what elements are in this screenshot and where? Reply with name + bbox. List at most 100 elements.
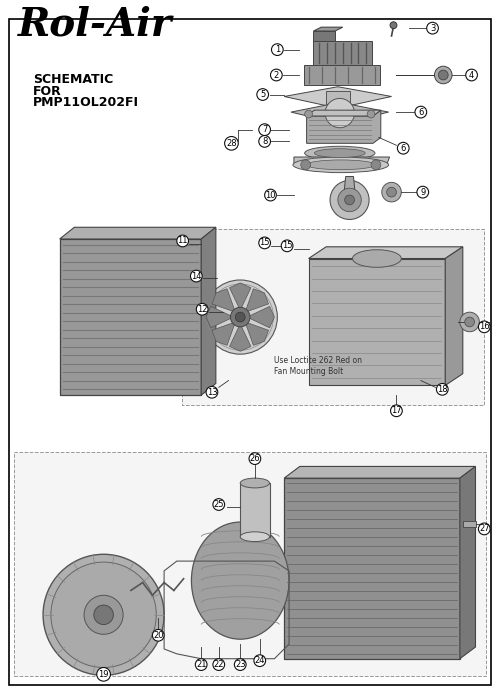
Bar	[14, 452, 486, 676]
Bar	[240, 483, 270, 537]
Polygon shape	[245, 322, 268, 345]
Circle shape	[304, 110, 312, 118]
Circle shape	[213, 499, 224, 510]
Ellipse shape	[304, 147, 375, 160]
Circle shape	[390, 22, 397, 29]
Text: 28: 28	[226, 139, 237, 148]
Circle shape	[51, 562, 156, 667]
Circle shape	[382, 182, 402, 202]
Circle shape	[257, 89, 268, 100]
Polygon shape	[314, 41, 372, 65]
Polygon shape	[344, 177, 355, 196]
Text: Rol-Air: Rol-Air	[18, 6, 172, 44]
Text: SCHEMATIC: SCHEMATIC	[34, 73, 114, 86]
Circle shape	[301, 160, 310, 170]
Polygon shape	[304, 65, 380, 85]
Polygon shape	[284, 478, 460, 658]
Text: PMP11OL202FI: PMP11OL202FI	[34, 96, 140, 109]
Circle shape	[94, 605, 114, 625]
Ellipse shape	[314, 149, 365, 158]
Polygon shape	[201, 227, 216, 395]
Circle shape	[97, 667, 110, 681]
Text: 15: 15	[282, 241, 292, 250]
Circle shape	[236, 312, 245, 322]
Bar	[463, 521, 476, 527]
Polygon shape	[314, 28, 342, 31]
Polygon shape	[306, 110, 381, 143]
Circle shape	[436, 383, 448, 395]
Text: 12: 12	[197, 305, 207, 314]
Circle shape	[264, 189, 276, 201]
Text: 22: 22	[214, 660, 224, 669]
Circle shape	[338, 189, 361, 212]
Polygon shape	[182, 229, 484, 405]
Text: 20: 20	[153, 631, 164, 640]
Circle shape	[84, 595, 123, 634]
Text: 18: 18	[437, 385, 448, 394]
Text: 17: 17	[391, 407, 402, 416]
Text: 23: 23	[235, 660, 246, 669]
Text: 19: 19	[98, 670, 109, 679]
Text: 1: 1	[274, 45, 280, 54]
Text: 10: 10	[265, 191, 276, 200]
Circle shape	[386, 187, 396, 197]
Circle shape	[417, 186, 428, 198]
Text: 11: 11	[178, 237, 188, 246]
Text: 21: 21	[196, 660, 206, 669]
Ellipse shape	[240, 532, 270, 541]
Circle shape	[230, 308, 250, 327]
Polygon shape	[284, 87, 392, 108]
Circle shape	[203, 280, 278, 354]
Text: 8: 8	[262, 137, 268, 146]
Polygon shape	[230, 283, 251, 310]
Circle shape	[43, 555, 164, 676]
Polygon shape	[230, 324, 251, 352]
Circle shape	[234, 658, 246, 670]
Circle shape	[177, 235, 188, 247]
Polygon shape	[294, 157, 390, 165]
Circle shape	[438, 70, 448, 80]
Circle shape	[398, 142, 409, 154]
Text: 25: 25	[214, 500, 224, 509]
Circle shape	[281, 240, 293, 252]
Polygon shape	[306, 110, 381, 116]
Ellipse shape	[293, 157, 388, 173]
Polygon shape	[247, 306, 274, 327]
Polygon shape	[245, 289, 268, 312]
Polygon shape	[314, 31, 335, 41]
Polygon shape	[291, 103, 388, 124]
Circle shape	[415, 106, 426, 118]
Circle shape	[371, 160, 381, 170]
Ellipse shape	[306, 160, 375, 170]
Polygon shape	[460, 466, 475, 658]
Text: 6: 6	[418, 107, 424, 116]
Circle shape	[367, 110, 375, 118]
Circle shape	[254, 655, 266, 667]
Circle shape	[272, 44, 283, 56]
Text: 24: 24	[254, 656, 265, 665]
Circle shape	[344, 195, 354, 205]
Polygon shape	[206, 306, 234, 327]
Text: Use Loctite 262 Red on
Fan Mounting Bolt: Use Loctite 262 Red on Fan Mounting Bolt	[274, 356, 362, 376]
Circle shape	[390, 405, 402, 417]
Circle shape	[478, 523, 490, 535]
Text: 7: 7	[262, 125, 268, 134]
Circle shape	[213, 658, 224, 670]
Polygon shape	[308, 259, 445, 385]
Circle shape	[330, 180, 369, 219]
Text: 13: 13	[206, 388, 217, 397]
Polygon shape	[60, 227, 216, 239]
Circle shape	[460, 312, 479, 332]
Text: 9: 9	[420, 188, 426, 197]
Polygon shape	[284, 466, 476, 478]
Circle shape	[464, 317, 474, 327]
Ellipse shape	[352, 250, 402, 268]
Text: m    lpo: m lpo	[133, 301, 272, 334]
Circle shape	[190, 270, 202, 282]
Text: 2: 2	[274, 70, 279, 80]
Text: FOR: FOR	[34, 85, 62, 98]
Circle shape	[196, 658, 207, 670]
Text: 15: 15	[260, 239, 270, 248]
Circle shape	[466, 69, 477, 81]
Polygon shape	[326, 91, 349, 105]
